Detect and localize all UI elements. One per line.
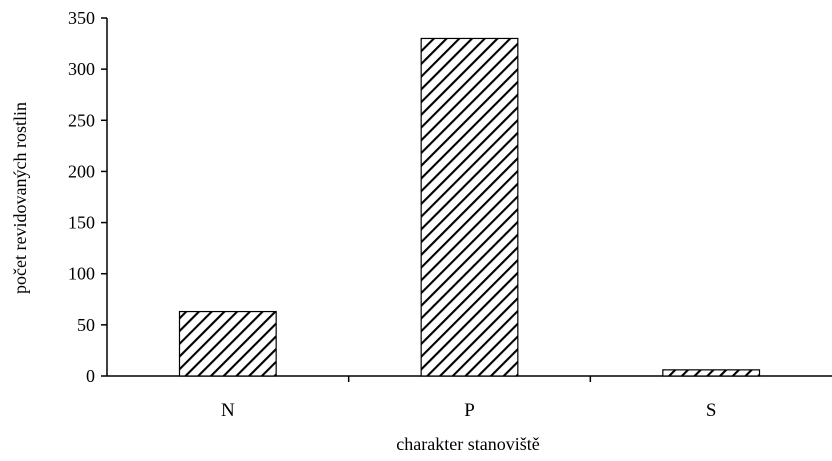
y-tick-label: 0 [86,366,95,386]
y-tick-label: 200 [68,161,95,181]
y-tick-label: 150 [68,213,95,233]
bar-P [420,37,519,377]
bar-S [662,369,761,377]
y-tick-label: 100 [68,264,95,284]
x-category-label: N [221,400,235,421]
y-axis-title: počet revidovaných rostlin [10,102,30,294]
x-category-label: S [706,400,717,421]
x-category-label: P [464,400,475,421]
y-tick-label: 350 [68,8,95,28]
x-axis-title: charakter stanoviště [396,434,539,454]
y-tick-label: 300 [68,59,95,79]
bar-N [178,310,277,377]
y-tick-label: 50 [77,315,95,335]
y-tick-label: 250 [68,110,95,130]
